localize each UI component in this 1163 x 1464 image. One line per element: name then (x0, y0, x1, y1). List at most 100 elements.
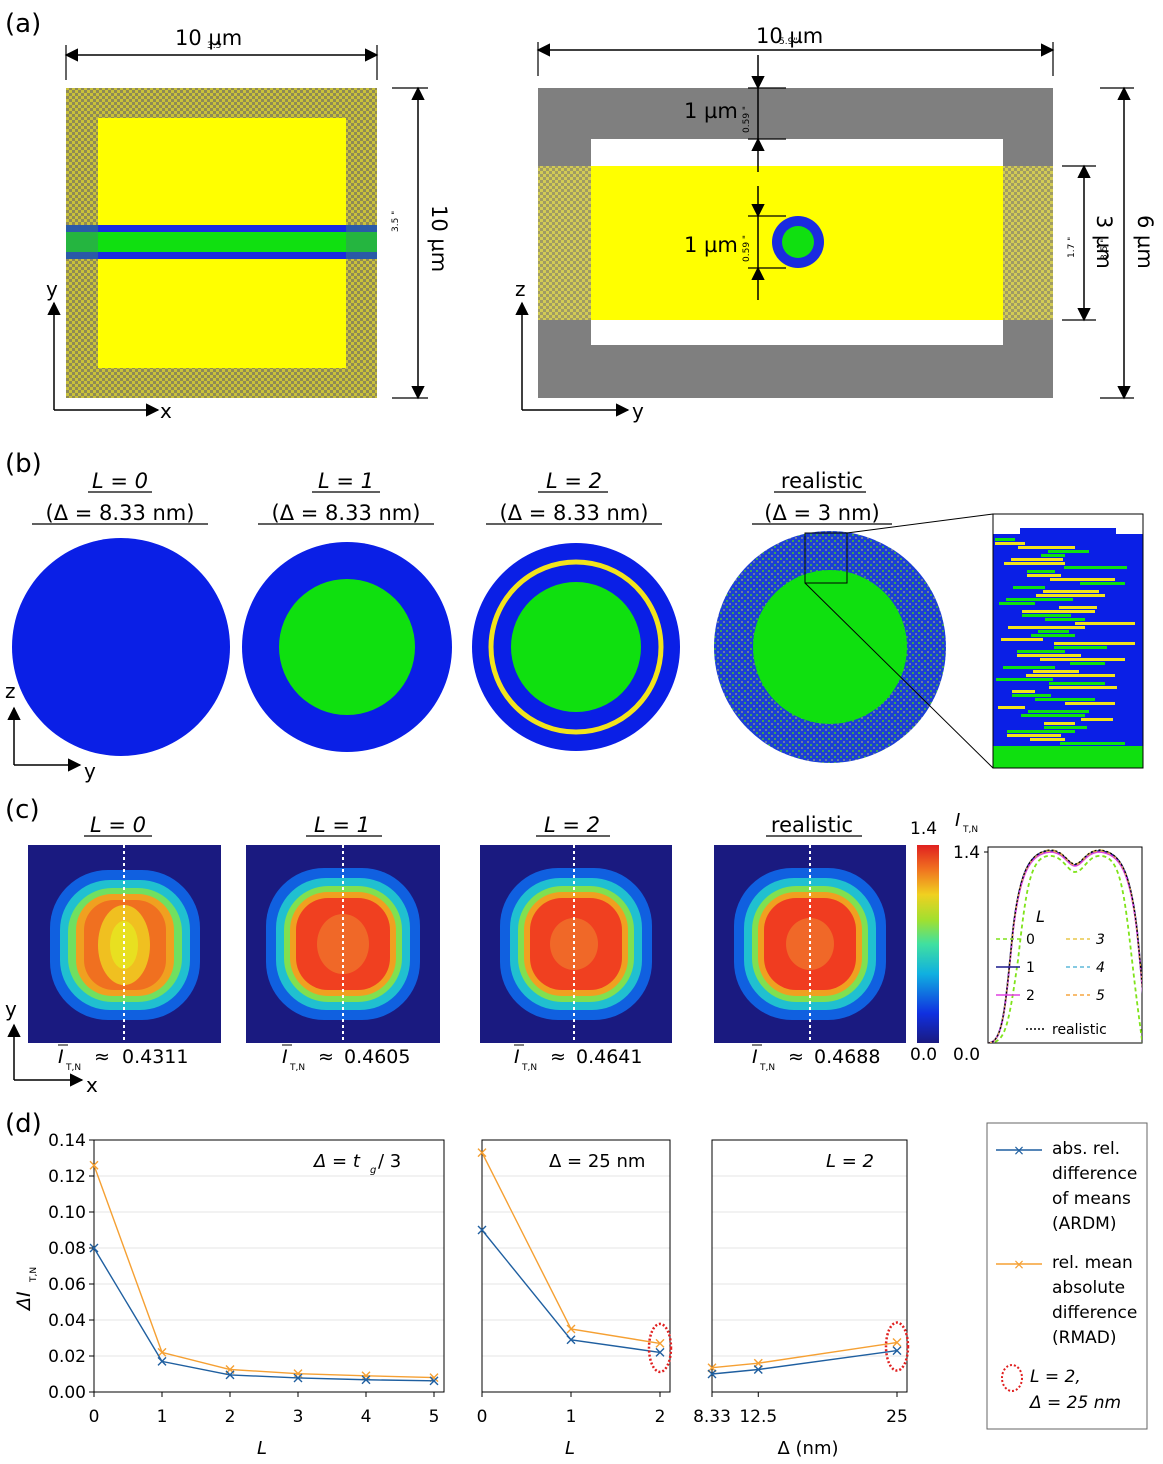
inset-stripe (1065, 702, 1115, 705)
profile-curve-realistic (988, 849, 1142, 1043)
svg-text:g: g (370, 1165, 376, 1176)
series-marker-ARDM (566, 1335, 576, 1345)
inset-stripe (1044, 722, 1075, 725)
inset-stripe (1018, 546, 1075, 549)
series-line-RMAD (93, 1164, 435, 1379)
chart2-xlabel: Δ (nm) (777, 1438, 838, 1459)
inset-stripe (996, 678, 1053, 681)
legend-label-5: 5 (1096, 988, 1105, 1004)
chart1-title: Δ = 25 nm (549, 1151, 645, 1172)
total-height-label: 6 µm (1133, 215, 1157, 269)
inset-stripe (1017, 654, 1081, 657)
x-tick-label: 2 (655, 1407, 666, 1427)
inset-stripe (1064, 566, 1127, 569)
x-tick-label: 2 (225, 1407, 236, 1427)
svg-text:0.4605: 0.4605 (344, 1046, 410, 1068)
wire-cross-section-l0 (12, 538, 230, 756)
svg-text:0.4311: 0.4311 (122, 1046, 188, 1068)
svg-text:0.4641: 0.4641 (576, 1046, 642, 1068)
inset-stripe (1054, 646, 1107, 649)
panel-a-left: 10 µm 3.5 10 µm 3.5 " y x (46, 26, 451, 423)
tiny-label: 0.59 " (742, 106, 752, 133)
heatmap-l1 (246, 845, 440, 1043)
inset-stripe (1036, 594, 1105, 597)
y-tick-label: 0.12 (48, 1167, 86, 1187)
chart0-xlabel: L (257, 1438, 267, 1459)
legend-label-3: 3 (1096, 932, 1105, 948)
inset-stripe (1012, 690, 1035, 693)
x-tick-label: 3 (293, 1407, 304, 1427)
legend-label-2: 2 (1026, 988, 1035, 1004)
legend-ardm-3: of means (1052, 1189, 1131, 1209)
legend-title: L (1036, 907, 1045, 926)
inset-stripe (1031, 634, 1075, 637)
header-c-3: realistic (766, 813, 862, 837)
svg-text:T,N: T,N (65, 1063, 81, 1073)
x-tick-label: 0 (477, 1407, 488, 1427)
profile-ylabel-sub: T,N (962, 825, 978, 835)
svg-text:L = 2: L = 2 (544, 813, 600, 837)
svg-text:L = 0: L = 0 (90, 813, 146, 837)
axis-label-x: x (86, 1073, 98, 1097)
svg-text:/ 3: / 3 (378, 1151, 401, 1172)
tiny-label: 5.9" (779, 37, 797, 47)
panel-c: L = 0 L = 1 L = 2 realistic (5, 810, 1143, 1097)
svg-text:I: I (282, 1046, 288, 1068)
legend-rmad-2: absolute (1052, 1278, 1125, 1298)
svg-text:≈: ≈ (318, 1046, 334, 1068)
x-tick-label: 1 (566, 1407, 577, 1427)
inset-stripe (1081, 718, 1113, 721)
svg-text:T,N: T,N (759, 1063, 775, 1073)
colorbar (917, 845, 939, 1043)
svg-text:I: I (514, 1046, 520, 1068)
tiny-label: 3.5 (207, 41, 221, 51)
height-label: 10 µm (427, 205, 451, 272)
series-marker-ARDM (293, 1373, 303, 1383)
legend-label-1: 1 (1026, 960, 1035, 976)
inset-stripe (1035, 698, 1095, 701)
series-marker-ARDM (892, 1346, 902, 1356)
x-tick-label: 4 (361, 1407, 372, 1427)
inset-stripe (1075, 622, 1135, 625)
heatmap-realistic (714, 845, 906, 1043)
svg-text:T,N: T,N (289, 1063, 305, 1073)
inset-stripe (1007, 734, 1061, 737)
legend-label-realistic: realistic (1052, 1022, 1107, 1038)
plot-frame (711, 1139, 908, 1393)
inset-stripe (1059, 606, 1097, 609)
tiny-label: 3.5 " (391, 211, 401, 232)
wire-core-l2 (511, 582, 641, 712)
inset-stripe (1017, 650, 1065, 653)
svg-text:realistic: realistic (771, 813, 853, 837)
gap-label: 1 µm (684, 99, 738, 123)
legend-label-4: 4 (1096, 960, 1105, 976)
legend-marker-1: L = 2, (1030, 1367, 1081, 1387)
panel-a-right: 10 µm 5.9" 1 µm 0.59 " 1 µm 0.59 " 3 µm … (515, 24, 1157, 423)
inset-stripe (1008, 626, 1085, 629)
inset-stripe (999, 602, 1035, 605)
y-tick-label: 0.00 (48, 1383, 86, 1403)
colorbar-max: 1.4 (910, 819, 937, 839)
inset-stripe (1027, 570, 1055, 573)
inset-stripe (1070, 662, 1105, 665)
inset-stripe (1050, 578, 1115, 581)
series-marker-ARDM (429, 1376, 439, 1386)
svg-text:L = 1: L = 1 (318, 469, 374, 493)
y-tick-label: 0.06 (48, 1275, 86, 1295)
inset-stripe (1033, 670, 1079, 673)
series-marker-RMAD (477, 1148, 487, 1158)
inset-stripe (1049, 686, 1117, 689)
legend-rmad-3: difference (1052, 1303, 1137, 1323)
svg-text:realistic: realistic (781, 469, 863, 493)
svg-text:(Δ = 8.33 nm): (Δ = 8.33 nm) (500, 501, 649, 525)
inset-stripe (1026, 674, 1115, 677)
svg-text:I: I (752, 1046, 758, 1068)
heatmap-l2 (480, 845, 672, 1043)
svg-text:≈: ≈ (94, 1046, 110, 1068)
inset-stripe (1021, 714, 1085, 717)
panel-label-d: (d) (5, 1109, 42, 1139)
x-tick-label: 12.5 (739, 1407, 777, 1427)
legend-label-0: 0 (1026, 932, 1035, 948)
wire-core-realistic (753, 570, 907, 724)
inset-stripe (1054, 642, 1135, 645)
